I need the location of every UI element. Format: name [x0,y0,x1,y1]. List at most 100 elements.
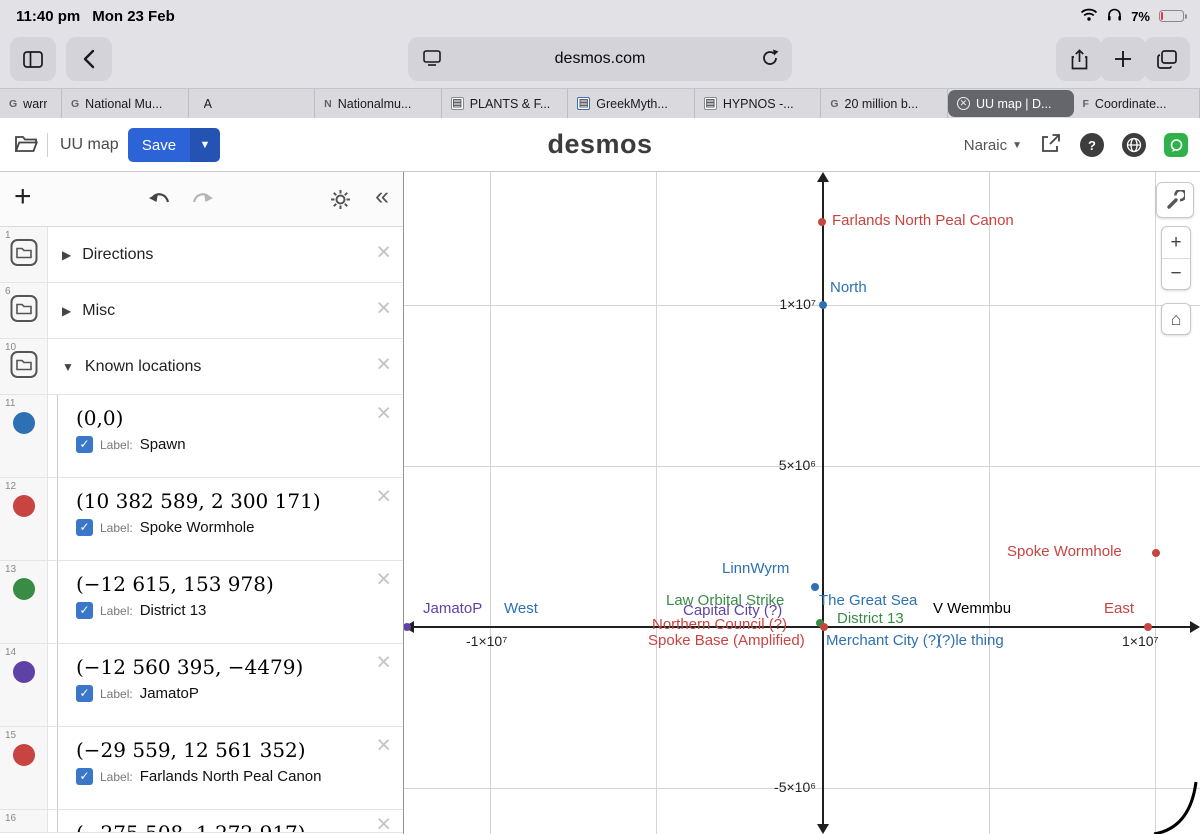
label-checkbox[interactable]: ✓ [76,519,93,536]
help-icon[interactable]: ? [1080,133,1104,157]
expression-point-farlands[interactable]: 15 (−29 559, 12 561 352) ✓ Label: Farlan… [0,727,403,810]
point-color-icon[interactable] [13,578,35,600]
expression-gutter[interactable]: 10 [0,339,48,394]
expression-point-district-13[interactable]: 13 (−12 615, 153 978) ✓ Label: District … [0,561,403,644]
graph-point[interactable] [820,623,828,631]
expression-gutter[interactable]: 6 [0,283,48,338]
tab-national-museum[interactable]: G National Mu... [62,89,189,118]
remove-expression-button[interactable]: × [376,565,391,593]
add-expression-button[interactable]: + [14,180,32,213]
label-value[interactable]: JamatoP [139,685,199,702]
tab-overview-button[interactable] [1144,37,1190,81]
tab-a[interactable]: A [189,89,316,118]
point-color-icon[interactable] [13,412,35,434]
expression-gutter[interactable]: 15 [0,727,48,809]
back-button[interactable] [66,37,112,81]
undo-button[interactable] [148,190,172,213]
point-color-icon[interactable] [13,495,35,517]
zoom-out-button[interactable]: − [1162,258,1190,289]
language-globe-icon[interactable] [1122,133,1146,157]
point-color-icon[interactable] [13,661,35,683]
point-color-icon[interactable] [13,744,35,766]
gridline [404,305,1200,306]
tab-nationalmu[interactable]: N Nationalmu... [315,89,442,118]
remove-expression-button[interactable]: × [376,294,391,322]
tab-hypnos[interactable]: ▤ HYPNOS -... [695,89,822,118]
website-settings-icon[interactable] [422,49,442,72]
tab-uu-map-active[interactable]: ✕ UU map | D... [947,90,1074,117]
expression-latex[interactable]: (−12 615, 153 978) [76,572,274,596]
label-checkbox[interactable]: ✓ [76,768,93,785]
expression-latex[interactable]: (−29 559, 12 561 352) [76,738,306,762]
redo-button[interactable] [190,190,214,213]
disclosure-triangle[interactable]: ▶ [62,247,72,262]
label-value[interactable]: Farlands North Peal Canon [139,768,322,785]
expression-latex[interactable]: (−275 508, 1 272 917) [58,810,403,832]
document-title[interactable]: UU map [60,136,119,153]
graph-point[interactable] [818,218,826,226]
remove-expression-button[interactable]: × [376,350,391,378]
tab-greekmyth[interactable]: ▤ GreekMyth... [568,89,695,118]
tab-plants[interactable]: ▤ PLANTS & F... [442,89,569,118]
open-graph-icon[interactable] [14,133,39,160]
share-button[interactable] [1056,37,1102,81]
remove-expression-button[interactable]: × [376,648,391,676]
expression-latex[interactable]: (−12 560 395, −4479) [76,655,304,679]
gear-icon[interactable] [330,189,351,215]
reload-icon[interactable] [760,48,780,73]
disclosure-triangle[interactable]: ▶ [62,303,72,318]
remove-expression-button[interactable]: × [376,482,391,510]
expression-point-jamatop[interactable]: 14 (−12 560 395, −4479) ✓ Label: JamatoP… [0,644,403,727]
graph-point[interactable] [404,623,411,631]
label-value[interactable]: Spawn [139,436,186,453]
tab-favicon: ▤ [450,97,464,110]
tab-20-million[interactable]: G 20 million b... [821,89,948,118]
expression-point-spawn[interactable]: 11 (0,0) ✓ Label: Spawn × [0,395,403,478]
remove-expression-button[interactable]: × [376,731,391,759]
expression-latex[interactable]: (10 382 589, 2 300 171) [76,489,321,513]
expression-gutter[interactable]: 12 [0,478,48,560]
expression-gutter[interactable]: 1 [0,227,48,282]
save-dropdown-button[interactable]: ▼ [190,128,220,162]
address-bar[interactable]: desmos.com [408,37,792,81]
expression-folder-directions[interactable]: 1 ▶ Directions × [0,227,403,283]
remove-expression-button[interactable]: × [376,399,391,427]
graph-point-label: Law Orbital Strike [666,592,785,609]
graph-canvas[interactable]: -1×10⁷ 1×10⁷ 1×10⁷ 5×10⁶ -5×10⁶ Farlands… [404,172,1200,834]
label-checkbox[interactable]: ✓ [76,685,93,702]
graph-settings-button[interactable] [1156,182,1194,218]
collapse-panel-icon[interactable]: « [375,182,389,210]
label-value[interactable]: Spoke Wormhole [139,519,255,536]
expression-gutter[interactable]: 14 [0,644,48,726]
expression-gutter[interactable]: 16 [0,810,48,832]
default-viewport-button[interactable]: ⌂ [1161,303,1191,335]
graph-point[interactable] [811,583,819,591]
disclosure-triangle[interactable]: ▼ [62,359,74,374]
expression-point-spoke-wormhole[interactable]: 12 (10 382 589, 2 300 171) ✓ Label: Spok… [0,478,403,561]
new-tab-button[interactable] [1100,37,1146,81]
expression-point-partial[interactable]: 16 (−275 508, 1 272 917) × [0,810,403,834]
sidebar-toggle-button[interactable] [10,37,56,81]
remove-expression-button[interactable]: × [376,810,391,834]
graph-point[interactable] [1152,549,1160,557]
account-menu[interactable]: Naraic ▼ [964,137,1022,154]
expression-gutter[interactable]: 13 [0,561,48,643]
expression-latex[interactable]: (0,0) [76,406,124,430]
remove-expression-button[interactable]: × [376,238,391,266]
export-icon[interactable] [1040,132,1062,159]
zoom-in-button[interactable]: + [1170,231,1182,253]
graph-point[interactable] [819,301,827,309]
tab-coordinate[interactable]: F Coordinate... [1074,89,1200,118]
tab-warr[interactable]: G warr [0,89,62,118]
label-checkbox[interactable]: ✓ [76,602,93,619]
expression-folder-known-locations[interactable]: 10 ▼ Known locations × [0,339,403,395]
graph-point[interactable] [816,619,824,627]
graph-point[interactable] [1144,623,1152,631]
expression-gutter[interactable]: 11 [0,395,48,477]
label-checkbox[interactable]: ✓ [76,436,93,453]
save-button[interactable]: Save [128,128,190,162]
extension-icon[interactable] [1164,133,1188,157]
label-value[interactable]: District 13 [139,602,207,619]
expression-folder-misc[interactable]: 6 ▶ Misc × [0,283,403,339]
close-tab-icon[interactable]: ✕ [956,97,970,110]
